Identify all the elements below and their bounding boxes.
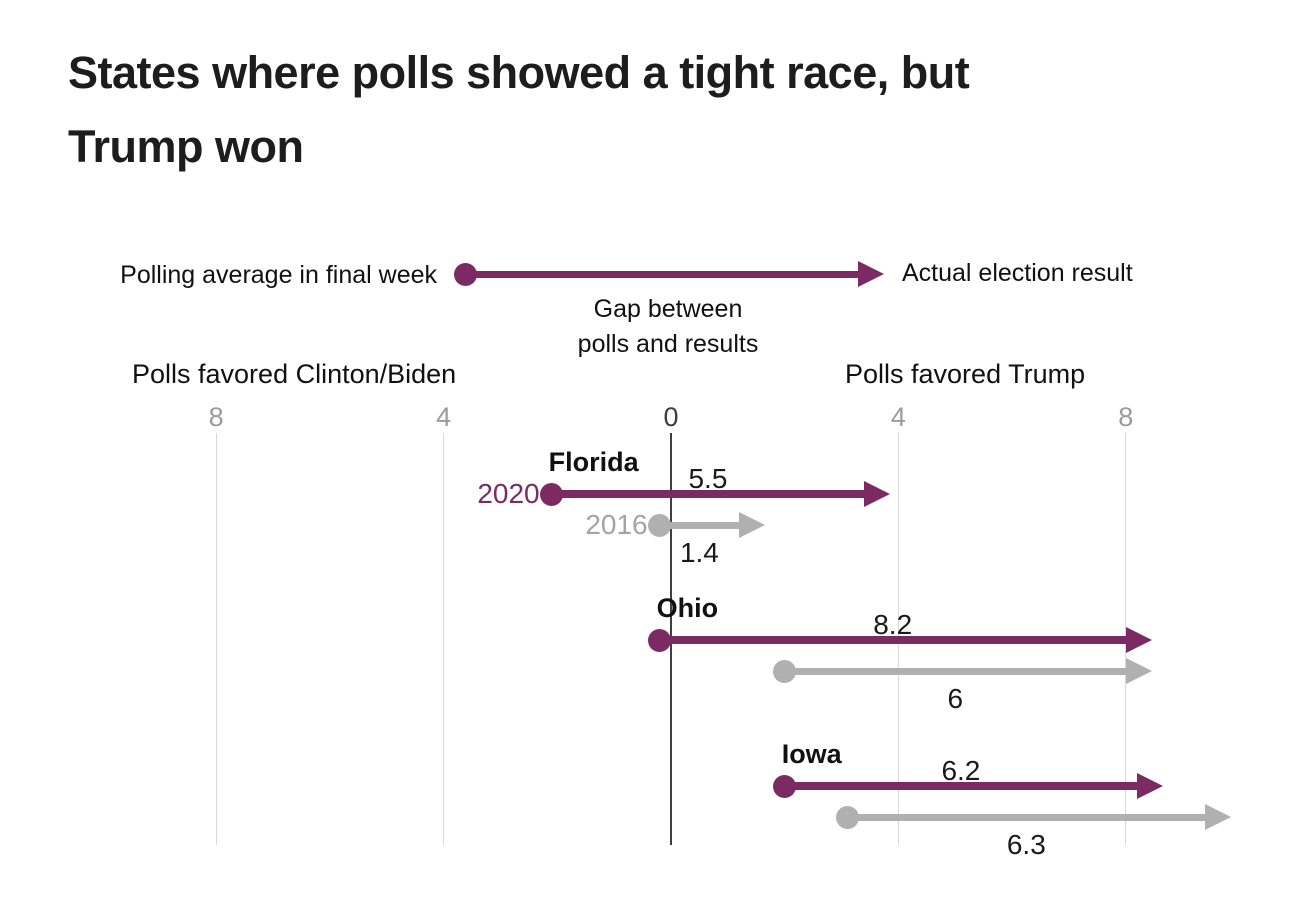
arrow-head-ohio-2016 (1125, 658, 1152, 684)
arrow-shaft-florida-2016 (659, 521, 740, 529)
arrow-shaft-iowa-2016 (847, 813, 1206, 821)
legend-gap-line1: Gap between (593, 295, 743, 323)
legend-result-label: Actual election result (902, 259, 1133, 287)
gap-value-florida-2016: 1.4 (679, 537, 719, 568)
legend-gap-label: Gap between polls and results (518, 292, 818, 362)
arrow-shaft-ohio-2020 (659, 636, 1126, 644)
poll-dot-iowa-2016 (835, 805, 859, 829)
arrow-shaft-florida-2020 (551, 490, 865, 498)
gap-value-florida-2020: 5.5 (688, 463, 728, 494)
axis-header-trump: Polls favored Trump (845, 359, 1086, 389)
arrow-head-florida-2020 (864, 481, 891, 507)
gap-value-iowa-2016: 6.3 (1006, 829, 1046, 860)
legend-gap-line2: polls and results (577, 330, 759, 358)
year-label-florida-2020: 2020 (477, 478, 540, 509)
tick-label-0: 0 (663, 402, 679, 432)
chart-title-line2: Trump won (68, 121, 304, 172)
gap-value-iowa-2020: 6.2 (941, 755, 981, 786)
state-label-iowa: Iowa (781, 739, 842, 769)
arrow-head-iowa-2016 (1205, 804, 1232, 830)
gridline-8 (215, 433, 217, 845)
tick-label-8: 8 (1118, 402, 1134, 432)
axis-header-clinton-biden: Polls favored Clinton/Biden (132, 359, 457, 389)
state-label-ohio: Ohio (656, 593, 719, 623)
tick-label-4: 4 (890, 402, 906, 432)
poll-dot-iowa-2020 (773, 774, 797, 798)
tick-label-8: 8 (208, 402, 224, 432)
gap-value-ohio-2020: 8.2 (873, 609, 913, 640)
poll-dot-florida-2016 (648, 513, 672, 537)
arrow-head-iowa-2020 (1137, 773, 1164, 799)
arrow-shaft-ohio-2016 (784, 667, 1126, 675)
legend-poll-label: Polling average in final week (120, 261, 437, 289)
chart-title: States where polls showed a tight race, … (68, 36, 1248, 184)
poll-dot-ohio-2020 (648, 628, 672, 652)
legend-arrow-head (858, 261, 884, 287)
arrow-head-florida-2016 (739, 512, 766, 538)
chart-title-line1: States where polls showed a tight race, … (68, 47, 970, 98)
legend-arrow-shaft (465, 271, 858, 278)
tick-label-4: 4 (436, 402, 452, 432)
poll-dot-ohio-2016 (773, 659, 797, 683)
gridline-4 (443, 433, 445, 845)
state-label-florida: Florida (548, 447, 639, 477)
gap-value-ohio-2016: 6 (947, 683, 964, 714)
poll-dot-florida-2020 (540, 482, 564, 506)
year-label-florida-2016: 2016 (585, 509, 648, 540)
arrow-shaft-iowa-2020 (784, 782, 1138, 790)
arrow-head-ohio-2020 (1125, 627, 1152, 653)
